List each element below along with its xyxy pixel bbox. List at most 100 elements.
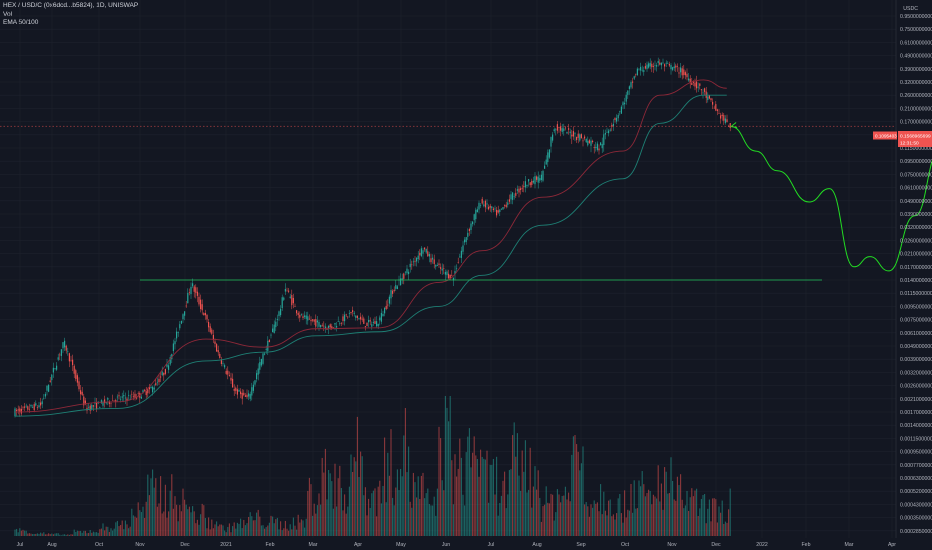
symbol-title[interactable]: HEX / USD/C (0x6dcd...b5824), 1D, UNISWA…: [3, 2, 139, 9]
candle-body: [28, 408, 30, 410]
candle-body: [246, 394, 248, 398]
volume-bar: [217, 526, 219, 536]
volume-bar: [616, 513, 618, 536]
volume-bar: [198, 524, 200, 536]
candle-body: [80, 390, 82, 395]
price-axis[interactable]: USDC 0.9500000000 0.7500000000 0.610000000…: [900, 6, 932, 535]
volume-bar: [252, 520, 254, 536]
volume-bar: [88, 532, 90, 536]
volume-bar: [363, 495, 365, 536]
candle-body: [350, 311, 352, 313]
volume-bar: [41, 533, 43, 536]
candle-body: [88, 407, 90, 409]
price-tick-label: 0.0021000000: [900, 397, 932, 403]
volume-bar: [348, 486, 350, 536]
candle-body: [348, 313, 350, 314]
candle-body: [435, 264, 437, 267]
volume-bar: [97, 532, 99, 536]
candle-body: [636, 68, 638, 76]
volume-bar: [200, 514, 202, 536]
volume-bar: [126, 524, 128, 536]
volume-bar: [713, 498, 715, 536]
candle-body: [356, 315, 358, 318]
volume-bar: [585, 502, 587, 536]
candle-body: [550, 137, 552, 147]
volume-bar: [203, 505, 205, 536]
volume-bar: [144, 517, 146, 536]
candle-body: [577, 133, 579, 138]
volume-bar: [441, 480, 443, 536]
volume-bar: [528, 489, 530, 536]
candle-body: [432, 257, 434, 260]
volume-bar: [283, 528, 285, 536]
candle-body: [60, 349, 62, 356]
volume-bar: [182, 488, 184, 536]
volume-bar: [334, 463, 336, 536]
ema-50-line: [14, 79, 727, 413]
volume-bar: [22, 529, 24, 536]
volume-bar: [468, 428, 470, 536]
time-tick-label: Mar: [309, 542, 318, 548]
candle-body: [248, 393, 250, 397]
volume-bar: [132, 515, 134, 536]
volume-bar: [326, 499, 328, 536]
candle-body: [121, 396, 123, 398]
candle-body: [590, 140, 592, 146]
candle-body: [179, 324, 181, 329]
candle-body: [251, 387, 253, 396]
candle-body: [233, 388, 235, 391]
candle-body: [411, 264, 413, 266]
candle-body: [336, 326, 338, 328]
candle-body: [609, 129, 611, 131]
time-tick-label: Oct: [95, 542, 104, 548]
candle-body: [172, 343, 174, 352]
candle-body: [718, 113, 720, 114]
candle-body: [201, 304, 203, 311]
time-axis[interactable]: Jul Aug Oct Nov Dec 2021 Feb Mar Apr May Jun Jul Aug…: [17, 542, 897, 548]
candle-body: [83, 396, 85, 406]
candle-body: [408, 271, 410, 275]
volume-indicator-label[interactable]: Vol: [3, 10, 13, 18]
volume-bar: [224, 530, 226, 536]
volume-bar: [249, 512, 251, 536]
volume-bar: [164, 484, 166, 536]
ema-indicator-label[interactable]: EMA 50/100: [3, 19, 39, 27]
volume-bar: [520, 490, 522, 536]
volume-bar: [78, 531, 80, 536]
volume-bar: [416, 497, 418, 536]
volume-bar: [83, 530, 85, 536]
time-tick-label: Dec: [711, 542, 721, 548]
candle-body: [478, 202, 480, 210]
candle-body: [646, 64, 648, 70]
volume-bar: [417, 476, 419, 536]
candle-body: [232, 378, 234, 388]
volume-bar: [475, 455, 477, 536]
volume-bar: [179, 505, 181, 536]
volume-bar: [539, 497, 541, 536]
volume-bar: [291, 529, 293, 536]
candle-body: [276, 319, 278, 320]
volume-bar: [384, 437, 386, 536]
time-tick-label: 2021: [220, 542, 232, 548]
volume-bar: [321, 457, 323, 536]
candle-body: [457, 262, 459, 263]
candle-body: [376, 321, 378, 327]
candle-body: [284, 288, 286, 292]
candle-body: [665, 62, 667, 64]
volume-bar: [432, 505, 434, 536]
candle-body: [462, 245, 464, 252]
volume-bar: [57, 533, 59, 536]
volume-bar: [216, 521, 218, 536]
volume-bar: [361, 456, 363, 536]
volume-bar: [358, 476, 360, 536]
volume-bar: [172, 508, 174, 536]
candle-body: [456, 268, 458, 270]
volume-bar: [507, 494, 509, 536]
volume-bar: [33, 533, 35, 536]
candle-body: [689, 78, 691, 84]
volume-bar: [286, 528, 288, 536]
marker-badge-bg: [873, 131, 897, 140]
candle-body: [134, 393, 136, 399]
volume-bar: [187, 509, 189, 536]
